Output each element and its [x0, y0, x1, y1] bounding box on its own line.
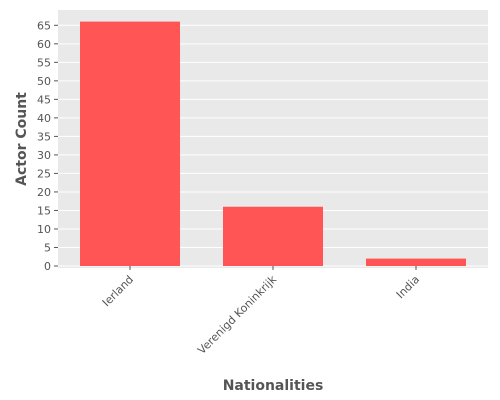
y-tick-label: 40	[37, 112, 51, 125]
x-axis-title: Nationalities	[223, 378, 324, 394]
y-tick-label: 5	[44, 241, 51, 254]
y-tick-label: 50	[37, 75, 51, 88]
x-tick-label: Verenigd Koninkrijk	[195, 272, 279, 356]
y-tick-label: 45	[37, 93, 51, 106]
y-tick-label: 60	[37, 38, 51, 51]
x-axis-ticks: Ierland Verenigd Koninkrijk India	[100, 266, 422, 357]
y-tick-label: 15	[37, 204, 51, 217]
y-axis-ticks: 0 5 10 15 20 25 30 35 40 45 50 55 60 65	[37, 19, 58, 273]
y-tick-label: 20	[37, 186, 51, 199]
y-tick-label: 65	[37, 19, 51, 32]
x-tick-label: India	[394, 273, 422, 301]
y-axis-title: Actor Count	[14, 92, 30, 186]
y-tick-label: 30	[37, 149, 51, 162]
y-tick-label: 25	[37, 167, 51, 180]
y-tick-label: 35	[37, 130, 51, 143]
bar-india	[366, 258, 466, 266]
y-tick-label: 0	[44, 260, 51, 273]
bars	[80, 21, 466, 266]
y-tick-label: 10	[37, 223, 51, 236]
y-tick-label: 55	[37, 56, 51, 69]
bar-verenigd-koninkrijk	[223, 206, 323, 266]
bar-ierland	[80, 21, 180, 266]
x-tick-label: Ierland	[100, 273, 136, 309]
